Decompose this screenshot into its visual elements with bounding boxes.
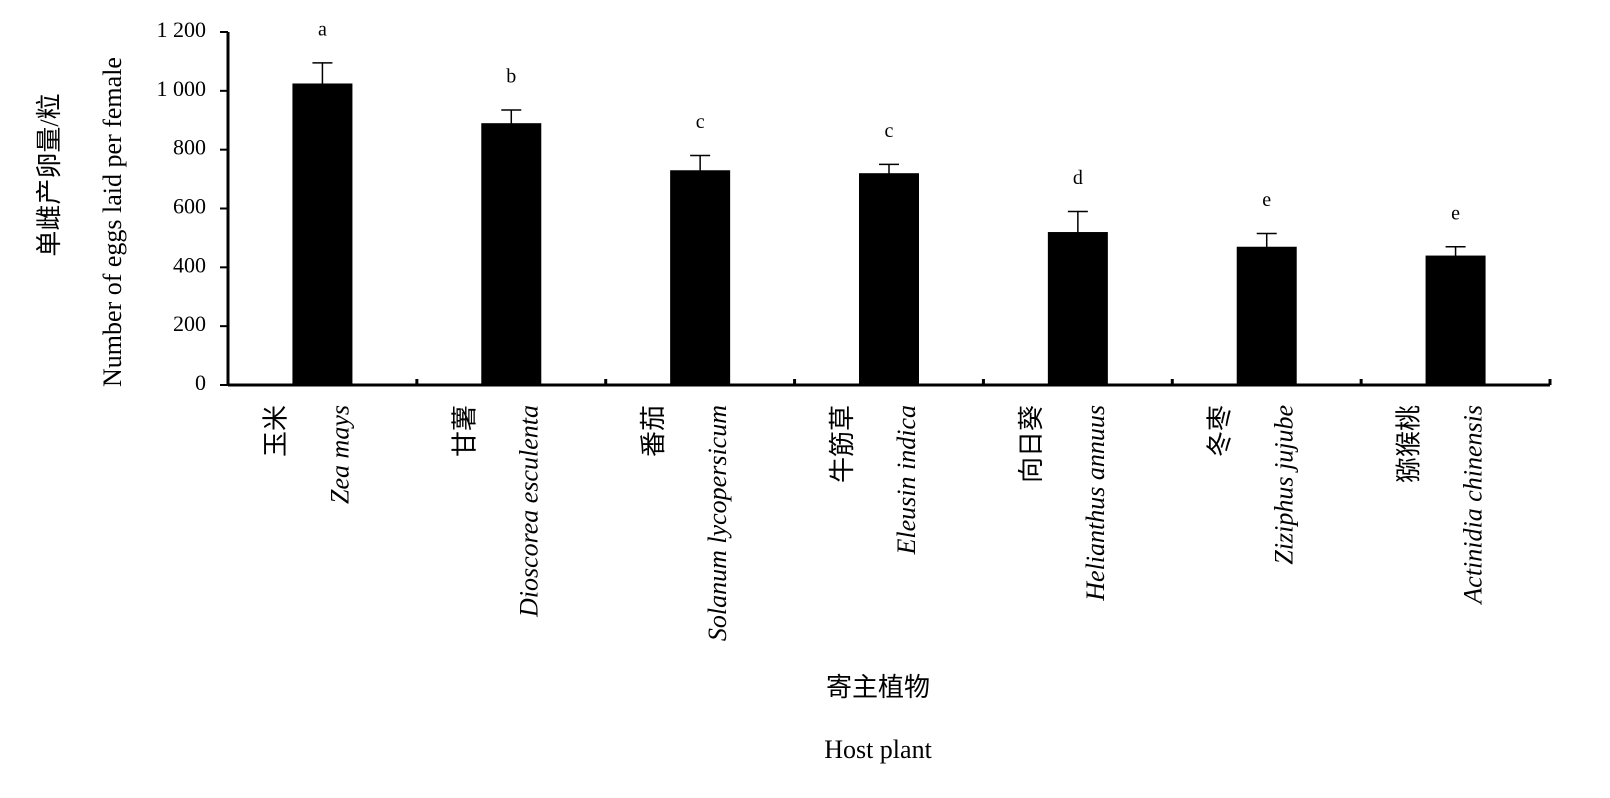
y-axis-title: 单雌产卵量/粒 (35, 93, 64, 256)
error-bar (501, 109, 522, 138)
x-tick-label-latin: Zea mays (325, 405, 354, 504)
x-tick-label: 向日葵 (1017, 405, 1046, 483)
error-bar (1256, 232, 1277, 261)
x-axis-title-en: Host plant (824, 735, 932, 764)
y-tick-label: 400 (173, 252, 206, 277)
x-tick-label: 冬枣 (1206, 405, 1235, 457)
error-bar (312, 62, 333, 105)
y-tick-label: 600 (173, 194, 206, 219)
significance-label: a (318, 18, 327, 40)
x-tick-label-latin: Actinidia chinensis (1459, 405, 1488, 606)
bar (292, 83, 353, 386)
y-tick-label: 800 (173, 135, 206, 160)
x-tick-label: 玉米 (261, 405, 290, 457)
x-tick-label-latin: Eleusin indica (892, 405, 921, 555)
y-axis-title-en: Number of eggs laid per female (98, 57, 127, 387)
x-tick-label: 猕猴桃 (1395, 405, 1424, 483)
bar (481, 123, 542, 386)
error-bar (1445, 245, 1466, 266)
y-tick-label: 1 200 (157, 17, 207, 42)
y-tick-label: 200 (173, 311, 206, 336)
x-tick-label: 番茄 (639, 405, 668, 457)
bar (1047, 232, 1108, 385)
bar (1236, 246, 1297, 385)
x-tick-label-latin: Ziziphus jujube (1270, 405, 1299, 565)
error-bar (1067, 210, 1088, 254)
error-bar (879, 163, 899, 183)
y-tick-label: 1 000 (157, 76, 207, 101)
x-tick-label-latin: Solanum lycopersicum (703, 405, 732, 641)
x-axis-title: 寄主植物 (826, 673, 930, 702)
significance-label: c (885, 120, 894, 142)
x-tick-label-latin: Dioscorea esculenta (514, 405, 543, 618)
x-tick-label: 甘薯 (450, 405, 479, 457)
significance-label: e (1451, 202, 1460, 224)
bar (859, 173, 919, 385)
x-tick-label-latin: Helianthus annuus (1081, 405, 1110, 602)
y-tick-label: 0 (195, 370, 206, 395)
bar (670, 170, 731, 385)
bar (1425, 255, 1486, 385)
significance-label: b (506, 66, 516, 88)
x-tick-label: 牛筋草 (828, 405, 857, 483)
significance-label: d (1073, 167, 1083, 189)
error-bar (690, 154, 711, 186)
significance-label: c (696, 111, 705, 133)
significance-label: e (1262, 189, 1271, 211)
